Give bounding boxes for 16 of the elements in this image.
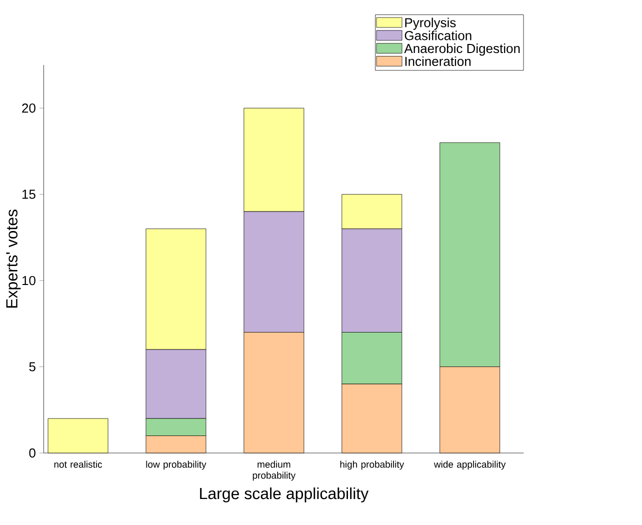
y-tick-label: 15 xyxy=(22,190,36,199)
x-tick-label: medium probability xyxy=(252,460,296,481)
x-axis-title: Large scale applicability xyxy=(200,487,369,502)
x-tick-label: low probability xyxy=(146,460,206,470)
y-tick-label: 5 xyxy=(29,362,36,372)
x-tick-label: high probability xyxy=(340,460,404,470)
y-tick-label: 20 xyxy=(22,104,36,113)
legend-label: Incineration xyxy=(405,56,471,66)
y-tick-label: 0 xyxy=(29,448,36,458)
x-tick-label: wide applicability xyxy=(434,460,506,470)
x-tick-label: not realistic xyxy=(54,460,102,468)
legend-label: Pyrolysis xyxy=(405,18,456,30)
y-tick-label: 10 xyxy=(22,276,36,286)
y-axis-title: Experts' votes xyxy=(6,210,21,308)
legend-label: Anaerobic Digestion xyxy=(404,44,520,56)
legend-label: Gasification xyxy=(404,30,472,40)
